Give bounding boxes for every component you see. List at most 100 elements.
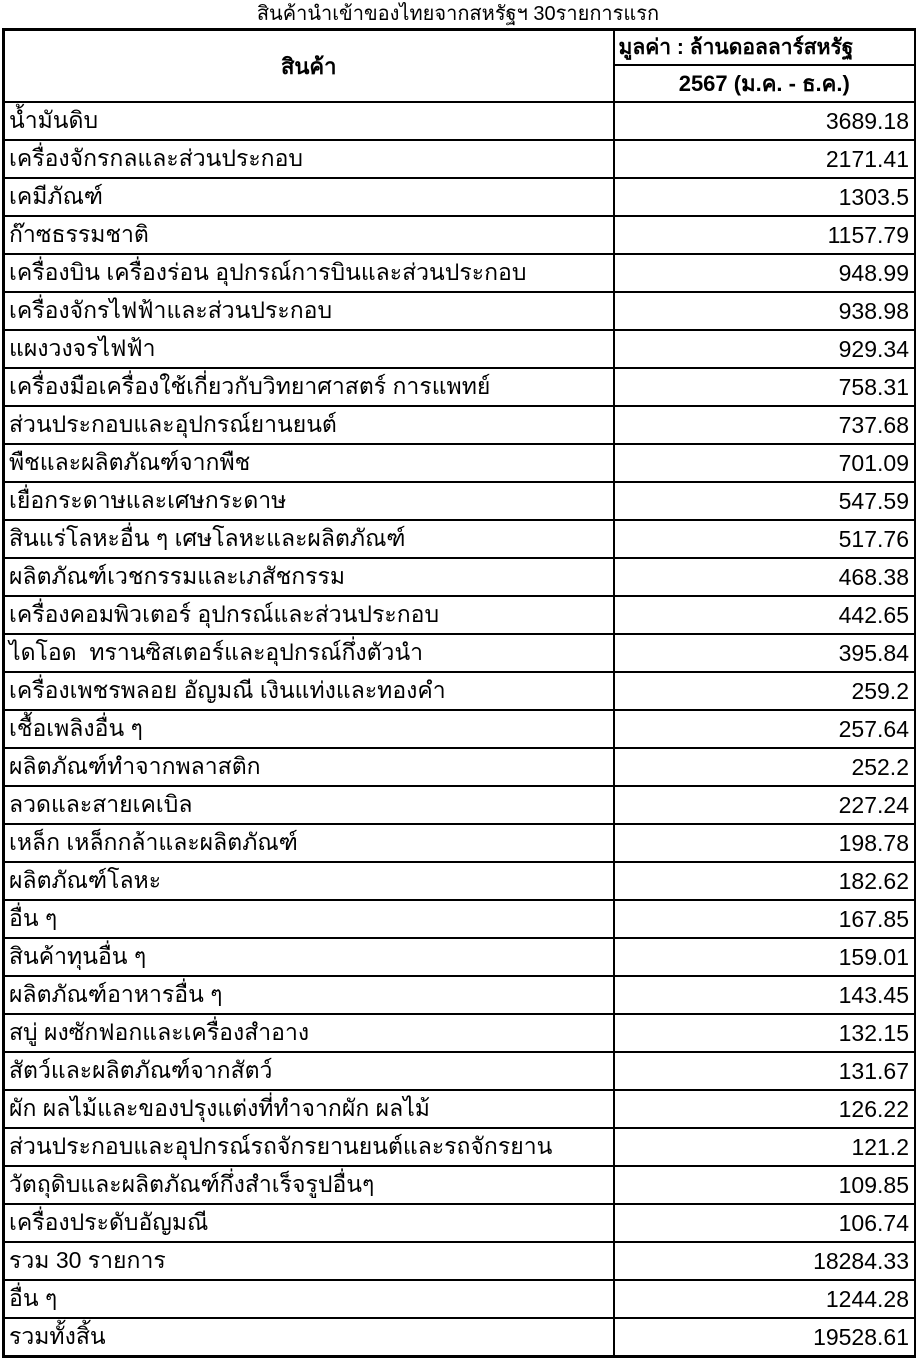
value-cell: 257.64 bbox=[612, 709, 916, 749]
product-name-cell: รวม 30 รายการ bbox=[2, 1241, 615, 1281]
value-cell: 227.24 bbox=[612, 785, 916, 825]
product-name-cell: เคมีภัณฑ์ bbox=[2, 177, 615, 217]
value-cell: 948.99 bbox=[612, 253, 916, 293]
table-row: ผลิตภัณฑ์อาหารอื่น ๆ 143.45 bbox=[2, 975, 916, 1015]
value-cell: 143.45 bbox=[612, 975, 916, 1015]
table-row: สบู่ ผงซักฟอกและเครื่องสำอาง 132.15 bbox=[2, 1013, 916, 1053]
table-row: รวม 30 รายการ 18284.33 bbox=[2, 1241, 916, 1281]
product-name-cell: ไดโอด ทรานซิสเตอร์และอุปกรณ์กึ่งตัวนำ bbox=[2, 633, 615, 673]
value-cell: 126.22 bbox=[612, 1089, 916, 1129]
value-cell: 259.2 bbox=[612, 671, 916, 711]
value-cell: 252.2 bbox=[612, 747, 916, 787]
product-name-cell: น้ำมันดิบ bbox=[2, 101, 615, 141]
product-name-cell: สินแร่โลหะอื่น ๆ เศษโลหะและผลิตภัณฑ์ bbox=[2, 519, 615, 559]
table-row: ไดโอด ทรานซิสเตอร์และอุปกรณ์กึ่งตัวนำ 395… bbox=[2, 633, 916, 673]
table-row: ผัก ผลไม้และของปรุงแต่งที่ทำจากผัก ผลไม้… bbox=[2, 1089, 916, 1129]
product-name-cell: ก๊าซธรรมชาติ bbox=[2, 215, 615, 255]
value-cell: 1157.79 bbox=[612, 215, 916, 255]
product-name-cell: ส่วนประกอบและอุปกรณ์รถจักรยานยนต์และรถจั… bbox=[2, 1127, 615, 1167]
product-name-cell: ส่วนประกอบและอุปกรณ์ยานยนต์ bbox=[2, 405, 615, 445]
product-name-cell: แผงวงจรไฟฟ้า bbox=[2, 329, 615, 369]
table-row: เครื่องจักรกลและส่วนประกอบ 2171.41 bbox=[2, 139, 916, 179]
table-row: ส่วนประกอบและอุปกรณ์รถจักรยานยนต์และรถจั… bbox=[2, 1127, 916, 1167]
product-name-cell: เครื่องจักรไฟฟ้าและส่วนประกอบ bbox=[2, 291, 615, 331]
product-name-cell: อื่น ๆ bbox=[2, 899, 615, 939]
table-row: รวมทั้งสิ้น 19528.61 bbox=[2, 1317, 916, 1358]
table-row: เชื้อเพลิงอื่น ๆ 257.64 bbox=[2, 709, 916, 749]
product-name-cell: ลวดและสายเคเบิล bbox=[2, 785, 615, 825]
table-body: น้ำมันดิบ 3689.18 เครื่องจักรกลและส่วนประก… bbox=[2, 101, 916, 1358]
table-row: ส่วนประกอบและอุปกรณ์ยานยนต์ 737.68 bbox=[2, 405, 916, 445]
table-row: เคมีภัณฑ์ 1303.5 bbox=[2, 177, 916, 217]
value-cell: 517.76 bbox=[612, 519, 916, 559]
column-header-period: 2567 (ม.ค. - ธ.ค.) bbox=[612, 64, 916, 103]
table-row: พืชและผลิตภัณฑ์จากพืช 701.09 bbox=[2, 443, 916, 483]
table-row: ผลิตภัณฑ์เวชกรรมและเภสัชกรรม 468.38 bbox=[2, 557, 916, 597]
value-cell: 1244.28 bbox=[612, 1279, 916, 1319]
product-name-cell: วัตถุดิบและผลิตภัณฑ์กึ่งสำเร็จรูปอื่นๆ bbox=[2, 1165, 615, 1205]
value-cell: 701.09 bbox=[612, 443, 916, 483]
table-row: อื่น ๆ 1244.28 bbox=[2, 1279, 916, 1319]
product-name-cell: พืชและผลิตภัณฑ์จากพืช bbox=[2, 443, 615, 483]
column-header-value-unit: มูลค่า : ล้านดอลลาร์สหรัฐ bbox=[612, 28, 916, 66]
table-row: แผงวงจรไฟฟ้า 929.34 bbox=[2, 329, 916, 369]
product-name-cell: เครื่องประดับอัญมณี bbox=[2, 1203, 615, 1243]
table-row: เครื่องจักรไฟฟ้าและส่วนประกอบ 938.98 bbox=[2, 291, 916, 331]
product-name-cell: ผัก ผลไม้และของปรุงแต่งที่ทำจากผัก ผลไม้ bbox=[2, 1089, 615, 1129]
value-cell: 121.2 bbox=[612, 1127, 916, 1167]
table-row: อื่น ๆ 167.85 bbox=[2, 899, 916, 939]
product-name-cell: เครื่องบิน เครื่องร่อน อุปกรณ์การบินและส… bbox=[2, 253, 615, 293]
value-cell: 938.98 bbox=[612, 291, 916, 331]
product-name-cell: ผลิตภัณฑ์เวชกรรมและเภสัชกรรม bbox=[2, 557, 615, 597]
product-name-cell: อื่น ๆ bbox=[2, 1279, 615, 1319]
value-cell: 3689.18 bbox=[612, 101, 916, 141]
header-row-2: 2567 (ม.ค. - ธ.ค.) bbox=[4, 64, 916, 103]
table-title: สินค้านำเข้าของไทยจากสหรัฐฯ 30รายการแรก bbox=[256, 3, 660, 25]
table-row: สัตว์และผลิตภัณฑ์จากสัตว์ 131.67 bbox=[2, 1051, 916, 1091]
product-name-cell: ผลิตภัณฑ์ทำจากพลาสติก bbox=[2, 747, 615, 787]
product-name-cell: เครื่องจักรกลและส่วนประกอบ bbox=[2, 139, 615, 179]
product-name-cell: สัตว์และผลิตภัณฑ์จากสัตว์ bbox=[2, 1051, 615, 1091]
product-name-cell: สินค้าทุนอื่น ๆ bbox=[2, 937, 615, 977]
table-row: ลวดและสายเคเบิล 227.24 bbox=[2, 785, 916, 825]
header-row-1: สินค้า มูลค่า : ล้านดอลลาร์สหรัฐ bbox=[2, 28, 916, 103]
product-name-cell: ผลิตภัณฑ์อาหารอื่น ๆ bbox=[2, 975, 615, 1015]
value-cell: 758.31 bbox=[612, 367, 916, 407]
value-cell: 547.59 bbox=[612, 481, 916, 521]
value-cell: 167.85 bbox=[612, 899, 916, 939]
value-cell: 395.84 bbox=[612, 633, 916, 673]
import-table: สินค้า มูลค่า : ล้านดอลลาร์สหรัฐ 2567 (ม… bbox=[2, 28, 916, 1358]
product-name-cell: เครื่องมือเครื่องใช้เกี่ยวกับวิทยาศาสตร์… bbox=[2, 367, 615, 407]
value-cell: 106.74 bbox=[612, 1203, 916, 1243]
value-cell: 1303.5 bbox=[612, 177, 916, 217]
product-name-cell: เยื่อกระดาษและเศษกระดาษ bbox=[2, 481, 615, 521]
value-cell: 2171.41 bbox=[612, 139, 916, 179]
table-row: เครื่องมือเครื่องใช้เกี่ยวกับวิทยาศาสตร์… bbox=[2, 367, 916, 407]
value-cell: 18284.33 bbox=[612, 1241, 916, 1281]
value-cell: 132.15 bbox=[612, 1013, 916, 1053]
value-cell: 737.68 bbox=[612, 405, 916, 445]
table-row: ผลิตภัณฑ์ทำจากพลาสติก 252.2 bbox=[2, 747, 916, 787]
value-cell: 198.78 bbox=[612, 823, 916, 863]
table-row: เครื่องประดับอัญมณี 106.74 bbox=[2, 1203, 916, 1243]
table-row: สินแร่โลหะอื่น ๆ เศษโลหะและผลิตภัณฑ์ 517.… bbox=[2, 519, 916, 559]
product-name-cell: เหล็ก เหล็กกล้าและผลิตภัณฑ์ bbox=[2, 823, 615, 863]
product-name-cell: ผลิตภัณฑ์โลหะ bbox=[2, 861, 615, 901]
product-name-cell: เครื่องเพชรพลอย อัญมณี เงินแท่งและทองคำ bbox=[2, 671, 615, 711]
table-row: วัตถุดิบและผลิตภัณฑ์กึ่งสำเร็จรูปอื่นๆ 10… bbox=[2, 1165, 916, 1205]
column-header-product: สินค้า bbox=[2, 28, 615, 103]
table-row: ก๊าซธรรมชาติ 1157.79 bbox=[2, 215, 916, 255]
table-row: เครื่องเพชรพลอย อัญมณี เงินแท่งและทองคำ 2… bbox=[2, 671, 916, 711]
value-cell: 19528.61 bbox=[612, 1317, 916, 1358]
product-name-cell: เชื้อเพลิงอื่น ๆ bbox=[2, 709, 615, 749]
value-cell: 929.34 bbox=[612, 329, 916, 369]
value-cell: 468.38 bbox=[612, 557, 916, 597]
table-row: เยื่อกระดาษและเศษกระดาษ 547.59 bbox=[2, 481, 916, 521]
table-row: น้ำมันดิบ 3689.18 bbox=[2, 101, 916, 141]
product-name-cell: สบู่ ผงซักฟอกและเครื่องสำอาง bbox=[2, 1013, 615, 1053]
value-cell: 159.01 bbox=[612, 937, 916, 977]
value-cell: 109.85 bbox=[612, 1165, 916, 1205]
value-cell: 131.67 bbox=[612, 1051, 916, 1091]
table-row: เครื่องคอมพิวเตอร์ อุปกรณ์และส่วนประกอบ 4… bbox=[2, 595, 916, 635]
